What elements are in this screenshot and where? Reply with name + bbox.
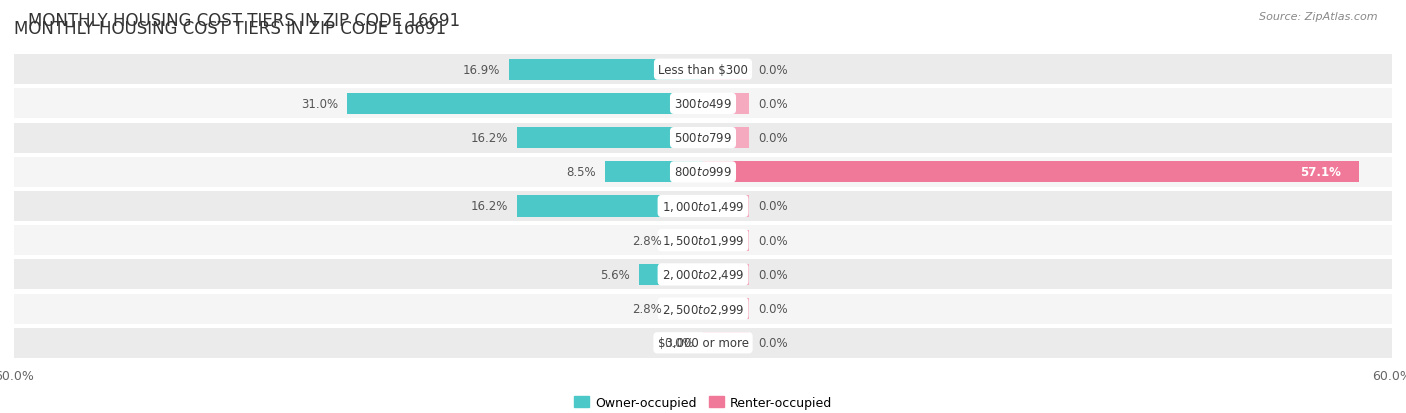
Bar [703,264,749,285]
Bar [517,128,703,149]
Legend: Owner-occupied, Renter-occupied: Owner-occupied, Renter-occupied [568,391,838,413]
Bar [703,94,749,115]
Bar [517,196,703,217]
Text: 8.5%: 8.5% [567,166,596,179]
Text: 0.0%: 0.0% [758,200,787,213]
Text: Source: ZipAtlas.com: Source: ZipAtlas.com [1260,12,1378,22]
Bar [14,260,1392,290]
Bar [14,89,1392,119]
Text: $800 to $999: $800 to $999 [673,166,733,179]
Bar [347,94,703,115]
Text: Less than $300: Less than $300 [658,64,748,76]
Text: 16.2%: 16.2% [471,132,508,145]
Bar [14,225,1392,256]
Bar [671,298,703,319]
Text: 0.0%: 0.0% [758,132,787,145]
Text: $1,000 to $1,499: $1,000 to $1,499 [662,199,744,214]
Text: 0.0%: 0.0% [758,268,787,281]
Bar [14,123,1392,153]
Text: $500 to $799: $500 to $799 [673,132,733,145]
Bar [14,55,1392,85]
Bar [671,230,703,251]
Text: MONTHLY HOUSING COST TIERS IN ZIP CODE 16691: MONTHLY HOUSING COST TIERS IN ZIP CODE 1… [28,12,460,30]
Bar [703,196,749,217]
Text: 57.1%: 57.1% [1301,166,1341,179]
Bar [14,294,1392,324]
Bar [509,59,703,81]
Text: $1,500 to $1,999: $1,500 to $1,999 [662,234,744,248]
Text: $2,500 to $2,999: $2,500 to $2,999 [662,302,744,316]
Bar [703,162,1358,183]
Bar [638,264,703,285]
Text: 2.8%: 2.8% [631,302,662,316]
Text: 16.9%: 16.9% [463,64,499,76]
Text: $2,000 to $2,499: $2,000 to $2,499 [662,268,744,282]
Text: $300 to $499: $300 to $499 [673,97,733,111]
Text: 31.0%: 31.0% [301,97,337,111]
Bar [606,162,703,183]
Text: 5.6%: 5.6% [600,268,630,281]
Bar [14,157,1392,188]
Text: MONTHLY HOUSING COST TIERS IN ZIP CODE 16691: MONTHLY HOUSING COST TIERS IN ZIP CODE 1… [14,20,446,38]
Text: 0.0%: 0.0% [758,64,787,76]
Text: 0.0%: 0.0% [758,234,787,247]
Text: 0.0%: 0.0% [758,337,787,349]
Text: $3,000 or more: $3,000 or more [658,337,748,349]
Text: 0.0%: 0.0% [758,302,787,316]
Text: 0.0%: 0.0% [758,97,787,111]
Text: 0.0%: 0.0% [664,337,693,349]
Bar [703,332,749,354]
Bar [703,59,749,81]
Bar [703,230,749,251]
Bar [703,128,749,149]
Bar [14,328,1392,358]
Text: 2.8%: 2.8% [631,234,662,247]
Bar [14,192,1392,221]
Text: 16.2%: 16.2% [471,200,508,213]
Bar [703,298,749,319]
